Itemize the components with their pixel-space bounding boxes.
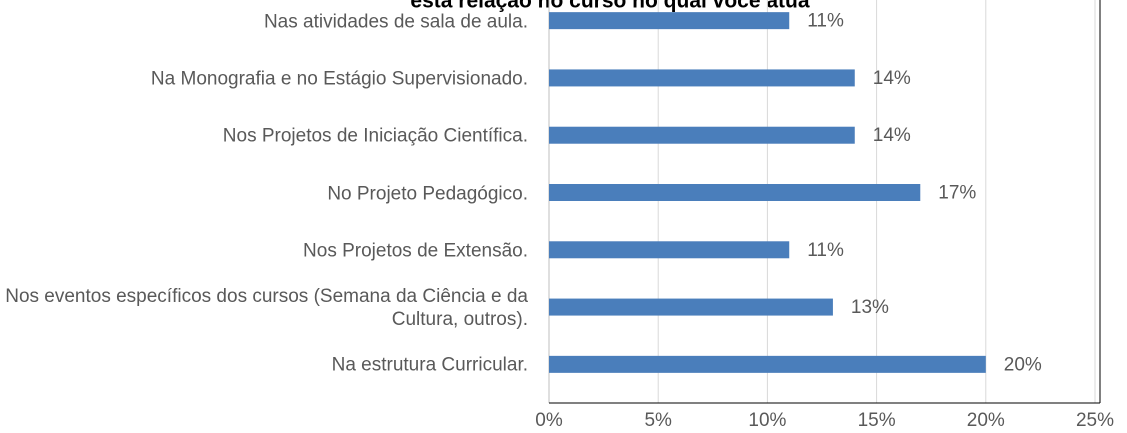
x-tick-label: 5% bbox=[644, 410, 672, 431]
x-tick-label: 20% bbox=[967, 410, 1005, 431]
bar bbox=[549, 241, 790, 259]
y-tick-label: Na estrutura Curricular. bbox=[331, 354, 528, 376]
x-tick-label: 0% bbox=[535, 410, 563, 431]
x-tick-label: 15% bbox=[858, 410, 896, 431]
bar bbox=[549, 12, 790, 30]
y-tick-label: Nos Projetos de Iniciação Científica. bbox=[222, 125, 528, 147]
bar bbox=[549, 126, 855, 144]
value-label: 17% bbox=[938, 183, 976, 204]
chart-title: esta relação no curso no qual você atua bbox=[410, 0, 809, 13]
value-label: 20% bbox=[1004, 354, 1042, 375]
bar bbox=[549, 69, 855, 87]
x-tick-label: 25% bbox=[1076, 410, 1114, 431]
value-label: 11% bbox=[807, 11, 844, 32]
bar bbox=[549, 298, 833, 316]
bar bbox=[549, 355, 986, 373]
y-tick-label: No Projeto Pedagógico. bbox=[327, 183, 528, 204]
y-tick-label: Nas atividades de sala de aula. bbox=[263, 11, 528, 33]
y-tick-label: Na Monografia e no Estágio Supervisionad… bbox=[150, 68, 528, 90]
y-tick-label: Nos eventos específicos dos cursos (Sema… bbox=[5, 286, 528, 331]
value-label: 13% bbox=[851, 297, 889, 318]
y-tick-label: Nos Projetos de Extensão. bbox=[303, 240, 528, 262]
x-tick-label: 10% bbox=[748, 410, 786, 431]
value-label: 14% bbox=[873, 125, 911, 146]
value-label: 14% bbox=[873, 68, 911, 89]
bar bbox=[549, 184, 921, 201]
value-label: 11% bbox=[807, 240, 844, 261]
